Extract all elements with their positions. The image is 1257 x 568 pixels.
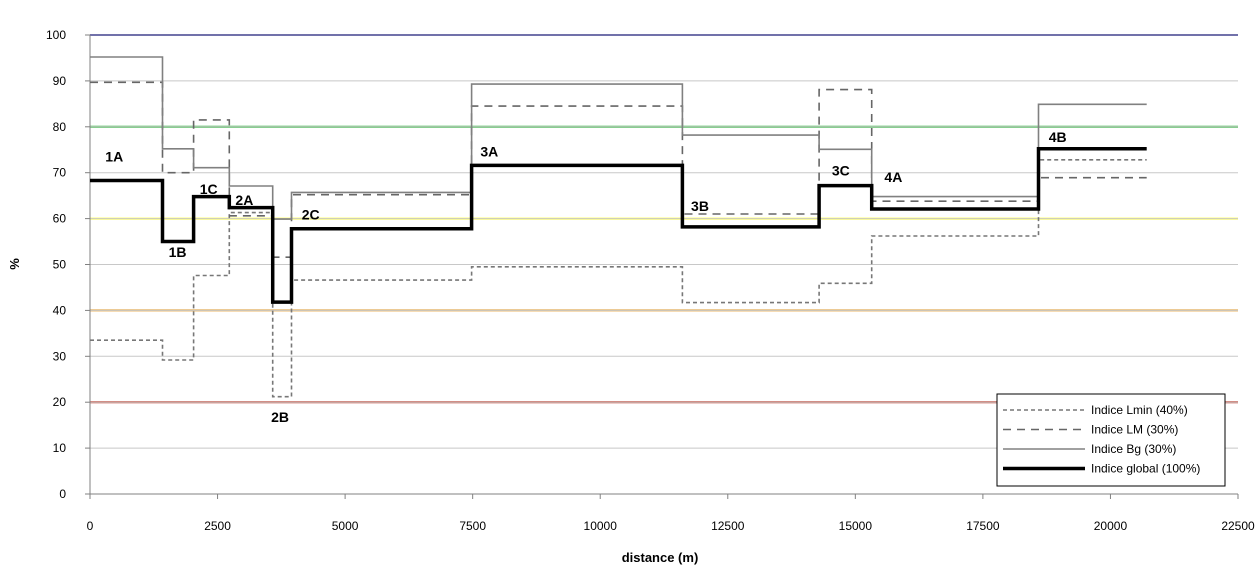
legend-label: Indice Bg (30%) (1091, 442, 1176, 456)
x-axis-title: distance (m) (622, 550, 699, 565)
series-line (90, 56, 1147, 220)
series-line (90, 159, 1147, 398)
segment-label: 4B (1049, 129, 1067, 145)
x-tick-label: 0 (87, 519, 94, 533)
axes: 0 10 20 30 40 50 60 70 80 90 100 0 2500 5000 7500 10000… (46, 28, 1255, 533)
y-tick-label: 40 (53, 303, 67, 317)
y-tick-label: 90 (53, 74, 67, 88)
x-tick-label: 22500 (1221, 519, 1255, 533)
series-line (90, 147, 1147, 304)
x-tick-label: 17500 (966, 519, 1000, 533)
legend-label: Indice Lmin (40%) (1091, 403, 1188, 417)
segment-labels: 1A 1B 1C 2A 2B 2C 3A 3B 3C 4A 4B (105, 129, 1066, 425)
y-tick-label: 20 (53, 395, 67, 409)
y-tick-label: 70 (53, 166, 67, 180)
segment-label: 2B (271, 409, 289, 425)
y-tick-label: 30 (53, 349, 67, 363)
series-lines (90, 56, 1147, 398)
y-tick-label: 60 (53, 212, 67, 226)
segment-label: 3A (480, 144, 498, 160)
y-tick-label: 0 (59, 487, 66, 501)
y-axis-title: % (7, 258, 22, 270)
x-tick-label: 2500 (204, 519, 231, 533)
segment-label: 4A (884, 169, 902, 185)
segment-label: 2C (302, 206, 320, 222)
segment-label: 2A (235, 192, 253, 208)
legend: Indice Lmin (40%) Indice LM (30%) Indice B… (996, 393, 1226, 487)
y-tick-label: 100 (46, 28, 66, 42)
y-tick-label: 80 (53, 120, 67, 134)
segment-label: 1B (169, 244, 187, 260)
y-tick-label: 10 (53, 441, 67, 455)
x-tick-label: 10000 (584, 519, 618, 533)
legend-label: Indice LM (30%) (1091, 423, 1178, 437)
x-tick-label: 15000 (839, 519, 873, 533)
x-tick-label: 20000 (1094, 519, 1128, 533)
segment-label: 1A (105, 149, 123, 165)
x-tick-label: 12500 (711, 519, 745, 533)
segment-label: 3C (832, 162, 850, 178)
segment-label: 3B (691, 198, 709, 214)
legend-label: Indice global (100%) (1091, 462, 1200, 476)
segment-label: 1C (200, 181, 218, 197)
x-tick-label: 5000 (332, 519, 359, 533)
x-tick-label: 7500 (459, 519, 486, 533)
y-tick-label: 50 (53, 258, 67, 272)
series-line (90, 81, 1147, 259)
